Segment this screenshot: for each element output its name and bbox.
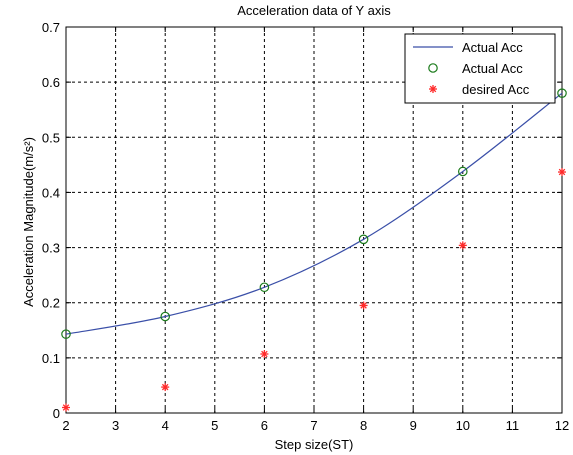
x-tick-label: 10 [456, 418, 470, 433]
x-tick-label: 5 [211, 418, 218, 433]
x-tick-label: 12 [555, 418, 569, 433]
x-tick-label: 3 [112, 418, 119, 433]
y-tick-label: 0.3 [42, 241, 60, 256]
y-tick-label: 0.5 [42, 130, 60, 145]
y-tick-label: 0.2 [42, 296, 60, 311]
chart-title: Acceleration data of Y axis [237, 3, 391, 18]
circle-marker [259, 282, 270, 293]
x-tick-label: 8 [360, 418, 367, 433]
y-axis-label: Acceleration Magnitude(m/s²) [21, 137, 36, 307]
y-tick-label: 0.7 [42, 20, 60, 35]
y-tick-label: 0.6 [42, 75, 60, 90]
data-series [61, 88, 567, 412]
x-tick-label: 11 [506, 418, 520, 433]
circle-marker [557, 88, 567, 98]
star-marker [260, 349, 269, 358]
star-marker [359, 301, 368, 310]
x-tick-labels: 2 3 4 5 6 7 8 9 10 11 12 [62, 418, 569, 433]
legend-circle-swatch [428, 63, 438, 73]
x-tick-label: 9 [410, 418, 417, 433]
star-marker [458, 241, 467, 250]
series-2 [62, 168, 566, 412]
y-tick-label: 0.1 [42, 351, 60, 366]
axis-ticks [65, 26, 563, 414]
y-tick-labels: 0 0.1 0.2 0.3 0.4 0.5 0.6 0.7 [42, 20, 60, 421]
star-marker [161, 383, 170, 392]
circle-marker [358, 234, 369, 245]
circle-marker [457, 166, 468, 177]
legend-label: desired Acc [462, 82, 530, 97]
y-tick-label: 0 [53, 406, 60, 421]
legend-label: Actual Acc [462, 61, 523, 76]
x-tick-label: 7 [310, 418, 317, 433]
legend-item: Actual Acc [413, 40, 523, 55]
legend-item: Actual Acc [428, 61, 523, 76]
legend-label: Actual Acc [462, 40, 523, 55]
x-tick-label: 6 [261, 418, 268, 433]
legend-item: desired Acc [429, 82, 530, 97]
legend: Actual Acc Actual Acc desired Acc [404, 33, 556, 104]
series-line [65, 92, 563, 335]
circle-marker [160, 311, 170, 322]
x-tick-label: 2 [62, 418, 69, 433]
star-marker [62, 403, 70, 412]
x-tick-label: 4 [162, 418, 169, 433]
circle-marker [61, 329, 71, 339]
series-0 [65, 92, 563, 335]
y-tick-label: 0.4 [42, 185, 60, 200]
series-1 [61, 88, 567, 339]
star-marker [558, 168, 566, 177]
grid-lines [66, 27, 562, 413]
x-axis-label: Step size(ST) [275, 437, 354, 452]
legend-star-swatch [429, 85, 437, 93]
